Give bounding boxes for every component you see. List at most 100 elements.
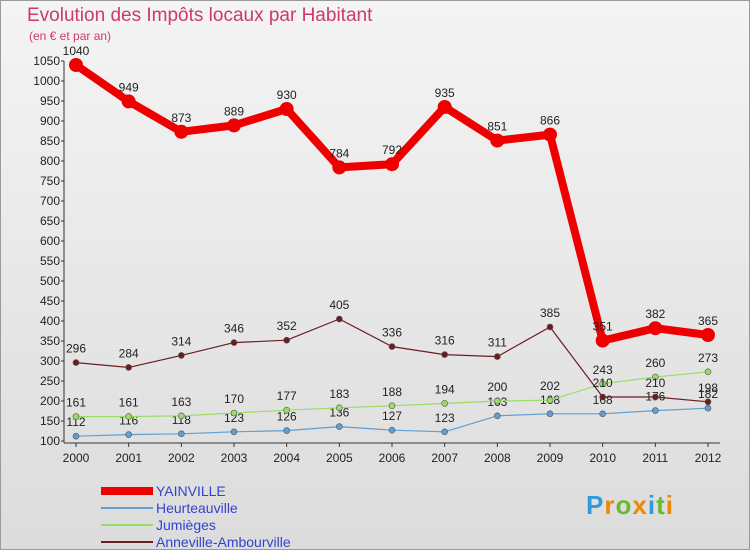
legend-label: Jumièges <box>156 517 216 533</box>
data-label: 949 <box>119 80 139 94</box>
data-label: 296 <box>66 342 86 356</box>
data-label: 784 <box>329 146 349 160</box>
y-tick-label: 750 <box>40 174 60 188</box>
data-label: 170 <box>224 392 244 406</box>
y-tick-label: 700 <box>40 194 60 208</box>
x-tick-label: 2000 <box>63 451 90 465</box>
data-point <box>648 321 663 336</box>
data-point <box>72 359 80 366</box>
data-point <box>125 364 132 371</box>
data-label: 198 <box>698 381 718 395</box>
data-point <box>543 127 557 142</box>
x-tick-label: 2008 <box>484 451 511 465</box>
data-point <box>388 402 396 410</box>
series-line <box>73 61 709 345</box>
data-label: 873 <box>171 111 191 125</box>
data-point <box>72 432 80 440</box>
x-tick-label: 2011 <box>642 451 668 465</box>
data-label: 405 <box>329 298 349 312</box>
data-point <box>125 413 132 420</box>
data-point <box>385 157 399 172</box>
data-label: 194 <box>435 382 455 396</box>
data-point <box>336 423 343 430</box>
data-point <box>490 133 505 148</box>
data-point <box>546 410 554 418</box>
y-tick-label: 1050 <box>33 54 60 68</box>
legend-label: Heurteauville <box>156 500 238 516</box>
x-tick-label: 2002 <box>168 451 195 465</box>
data-point <box>441 428 448 436</box>
x-tick-label: 2004 <box>273 451 300 465</box>
data-point <box>178 412 185 420</box>
data-point <box>494 353 501 360</box>
data-label: 202 <box>540 379 560 393</box>
data-label: 792 <box>382 143 402 157</box>
data-point <box>283 336 290 344</box>
data-point <box>336 315 343 323</box>
legend-swatch <box>101 524 153 526</box>
data-point <box>704 404 712 412</box>
y-tick-label: 400 <box>40 314 60 328</box>
data-point <box>279 102 294 116</box>
data-label: 183 <box>329 387 349 401</box>
data-label: 161 <box>119 396 139 410</box>
data-label: 851 <box>487 120 507 134</box>
legend-swatch <box>101 487 153 495</box>
legend-swatch <box>101 507 153 509</box>
data-point <box>230 428 238 436</box>
y-tick-label: 850 <box>40 134 60 148</box>
data-point <box>599 410 606 418</box>
data-point <box>230 339 238 346</box>
x-tick-label: 2012 <box>695 451 722 465</box>
data-label: 188 <box>382 385 402 399</box>
data-label: 273 <box>698 351 718 365</box>
data-label: 352 <box>277 319 297 333</box>
y-tick-label: 100 <box>40 434 60 448</box>
data-point <box>178 430 185 438</box>
data-label: 260 <box>645 356 665 370</box>
data-label: 336 <box>382 326 402 340</box>
chart-title: Evolution des Impôts locaux par Habitant <box>27 5 373 26</box>
data-label: 284 <box>119 346 139 360</box>
x-tick-label: 2003 <box>221 451 248 465</box>
y-tick-label: 150 <box>40 414 60 428</box>
y-tick-label: 950 <box>40 94 60 108</box>
data-label: 126 <box>277 410 297 424</box>
data-label: 112 <box>66 415 85 429</box>
data-label: 161 <box>66 396 86 410</box>
data-label: 351 <box>593 320 613 334</box>
data-label: 200 <box>487 380 507 394</box>
data-point <box>652 373 659 381</box>
data-point <box>283 427 290 434</box>
data-label: 177 <box>277 389 297 403</box>
data-label: 127 <box>382 409 402 423</box>
x-tick-label: 2005 <box>326 451 353 465</box>
data-point <box>230 409 238 417</box>
data-point <box>121 94 136 109</box>
data-label: 866 <box>540 114 560 128</box>
y-tick-label: 200 <box>40 394 60 408</box>
y-tick-label: 300 <box>40 354 60 368</box>
y-tick-label: 350 <box>40 334 60 348</box>
data-point <box>227 118 241 133</box>
y-tick-label: 1000 <box>33 74 60 88</box>
y-tick-label: 500 <box>40 274 60 288</box>
data-point <box>332 160 347 175</box>
data-point <box>174 124 189 139</box>
data-label: 311 <box>488 336 507 350</box>
data-point <box>494 397 501 405</box>
y-tick-label: 600 <box>40 234 60 248</box>
data-point <box>283 406 290 414</box>
data-label: 365 <box>698 314 718 328</box>
data-point <box>441 400 448 407</box>
data-label: 889 <box>224 104 244 118</box>
data-point <box>599 393 606 401</box>
y-tick-label: 450 <box>40 294 60 308</box>
data-label: 182 <box>698 387 718 401</box>
data-point <box>72 413 80 420</box>
x-tick-label: 2007 <box>431 451 458 465</box>
data-label: 210 <box>593 376 613 390</box>
y-tick-label: 800 <box>40 154 60 168</box>
data-point <box>546 396 554 404</box>
data-point <box>546 323 554 331</box>
